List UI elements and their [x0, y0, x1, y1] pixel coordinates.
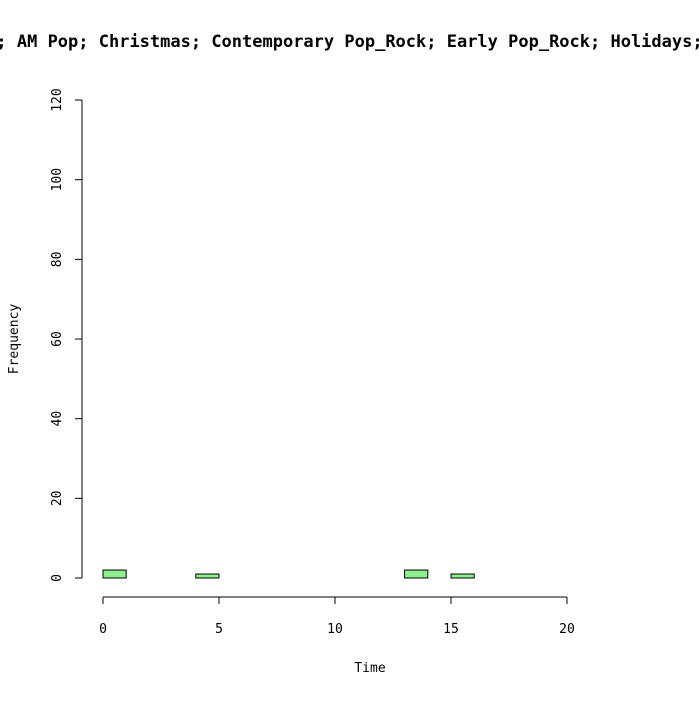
y-tick-label: 80 [50, 252, 65, 268]
histogram-bar [450, 573, 475, 579]
y-tick-label: 0 [50, 574, 65, 582]
x-tick-label: 20 [559, 622, 575, 637]
x-tick-label: 15 [443, 622, 459, 637]
x-tick-label: 0 [99, 622, 107, 637]
y-tick-label: 100 [50, 168, 65, 191]
y-tick-label: 60 [50, 331, 65, 347]
histogram-bar [195, 573, 220, 579]
x-tick-label: 10 [327, 622, 343, 637]
histogram-bar [404, 569, 429, 579]
histogram-bar [102, 569, 127, 579]
chart-title: ; AM Pop; Christmas; Contemporary Pop_Ro… [0, 32, 699, 52]
y-axis-label: Frequency [7, 304, 22, 375]
y-tick-label: 20 [50, 491, 65, 507]
x-axis-label: Time [354, 661, 385, 676]
x-axis: 0 5 10 15 20 [99, 596, 575, 637]
y-tick-label: 40 [50, 411, 65, 427]
y-axis: 0 20 40 60 80 100 120 [50, 88, 83, 582]
y-tick-label: 120 [50, 88, 65, 111]
x-tick-label: 5 [215, 622, 223, 637]
histogram-bars [102, 569, 475, 579]
